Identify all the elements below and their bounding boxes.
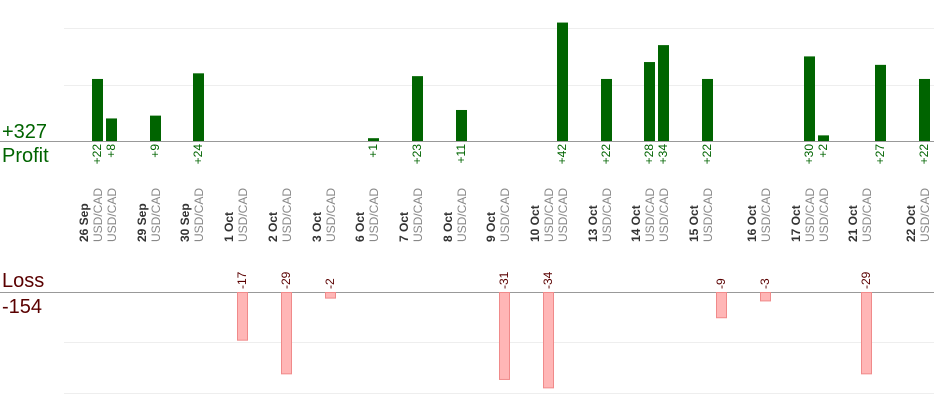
profit-value-label: +22 (917, 144, 931, 165)
symbol-label: USD/CAD (91, 188, 105, 242)
profit-value-label: +11 (454, 144, 468, 164)
date-label: 3 Oct (310, 212, 324, 242)
date-label: 17 Oct (789, 205, 803, 242)
loss-value-label: -17 (235, 271, 249, 289)
profit-value-label: +22 (599, 144, 613, 165)
loss-value-label: -9 (714, 278, 728, 289)
loss-bar (543, 292, 554, 389)
loss-bar (281, 292, 292, 375)
loss-bar (716, 292, 727, 319)
loss-bar (760, 292, 771, 302)
loss-bar (325, 292, 336, 299)
bars (92, 22, 930, 389)
profit-bar (644, 62, 655, 141)
date-labels: 26 Sep USD/CAD USD/CAD 29 Sep USD/CAD 30 Sep U… (77, 188, 932, 242)
loss-value-label: -2 (323, 278, 337, 289)
symbol-label: USD/CAD (236, 188, 250, 242)
profit-value-label: +42 (555, 144, 569, 165)
symbol-label: USD/CAD (542, 188, 556, 242)
profit-bar (601, 78, 612, 141)
profit-bar (818, 135, 829, 141)
date-label: 7 Oct (397, 212, 411, 242)
symbol-label: USD/CAD (918, 188, 932, 242)
date-label: 1 Oct (222, 212, 236, 242)
loss-bar (499, 292, 510, 380)
date-label: 14 Oct (629, 205, 643, 242)
profit-bar (875, 64, 886, 141)
profit-value-label: +27 (873, 144, 887, 165)
profit-value-label: +22 (90, 144, 104, 165)
profit-value-label: +2 (816, 144, 830, 158)
profit-value-label: +9 (148, 144, 162, 158)
loss-value-label: -29 (279, 271, 293, 289)
date-label: 6 Oct (353, 212, 367, 242)
profit-bar (557, 22, 568, 142)
loss-bar (861, 292, 872, 375)
symbol-label: USD/CAD (280, 188, 294, 242)
symbol-label: USD/CAD (498, 188, 512, 242)
loss-value-label: -3 (758, 278, 772, 289)
symbol-label: USD/CAD (643, 188, 657, 242)
date-label: 21 Oct (846, 205, 860, 242)
symbol-label: USD/CAD (105, 188, 119, 242)
profit-value-label: +22 (700, 144, 714, 165)
loss-label: Loss (2, 270, 44, 292)
profit-value-label: +1 (366, 144, 380, 158)
profit-value-label: +34 (656, 144, 670, 165)
loss-total: -154 (2, 296, 42, 318)
profit-value-label: +28 (642, 144, 656, 165)
loss-value-label: -29 (859, 271, 873, 289)
date-label: 10 Oct (528, 205, 542, 242)
symbol-label: USD/CAD (324, 188, 338, 242)
profit-bar (804, 56, 815, 141)
profit-value-label: +30 (802, 144, 816, 165)
profit-total: +327 (2, 121, 47, 143)
date-label: 30 Sep (178, 203, 192, 242)
profit-bar (702, 78, 713, 141)
symbol-label: USD/CAD (600, 188, 614, 242)
loss-value-label: -31 (497, 271, 511, 289)
profit-bar (150, 115, 161, 141)
profit-bar (658, 45, 669, 142)
profit-bar (106, 118, 117, 141)
symbol-label: USD/CAD (192, 188, 206, 242)
profit-bar (193, 73, 204, 141)
profit-bar (919, 78, 930, 141)
date-label: 16 Oct (745, 205, 759, 242)
value-labels: +22 +8 +9 +24-17 -29 -2+1 +23 +11-31 -34+42 +22 +2… (90, 144, 931, 289)
profit-bar (412, 76, 423, 141)
profit-bar (92, 78, 103, 141)
date-label: 9 Oct (484, 212, 498, 242)
profit-value-label: +8 (104, 144, 118, 158)
symbol-label: USD/CAD (411, 188, 425, 242)
profit-value-label: +24 (191, 144, 205, 165)
loss-value-label: -34 (541, 271, 555, 289)
date-label: 22 Oct (904, 205, 918, 242)
date-label: 29 Sep (135, 203, 149, 242)
date-label: 26 Sep (77, 203, 91, 242)
date-label: 2 Oct (266, 212, 280, 242)
profit-bar (368, 138, 379, 141)
symbol-label: USD/CAD (803, 188, 817, 242)
date-label: 8 Oct (441, 212, 455, 242)
date-label: 15 Oct (687, 205, 701, 242)
symbol-label: USD/CAD (556, 188, 570, 242)
profit-value-label: +23 (410, 144, 424, 165)
date-label: 13 Oct (586, 205, 600, 242)
symbol-label: USD/CAD (860, 188, 874, 242)
loss-bar (237, 292, 248, 341)
symbol-label: USD/CAD (701, 188, 715, 242)
profit-bar (456, 109, 467, 141)
symbol-label: USD/CAD (455, 188, 469, 242)
symbol-label: USD/CAD (367, 188, 381, 242)
symbol-label: USD/CAD (657, 188, 671, 242)
symbol-label: USD/CAD (817, 188, 831, 242)
symbol-label: USD/CAD (759, 188, 773, 242)
profit-label: Profit (2, 145, 49, 167)
symbol-label: USD/CAD (149, 188, 163, 242)
